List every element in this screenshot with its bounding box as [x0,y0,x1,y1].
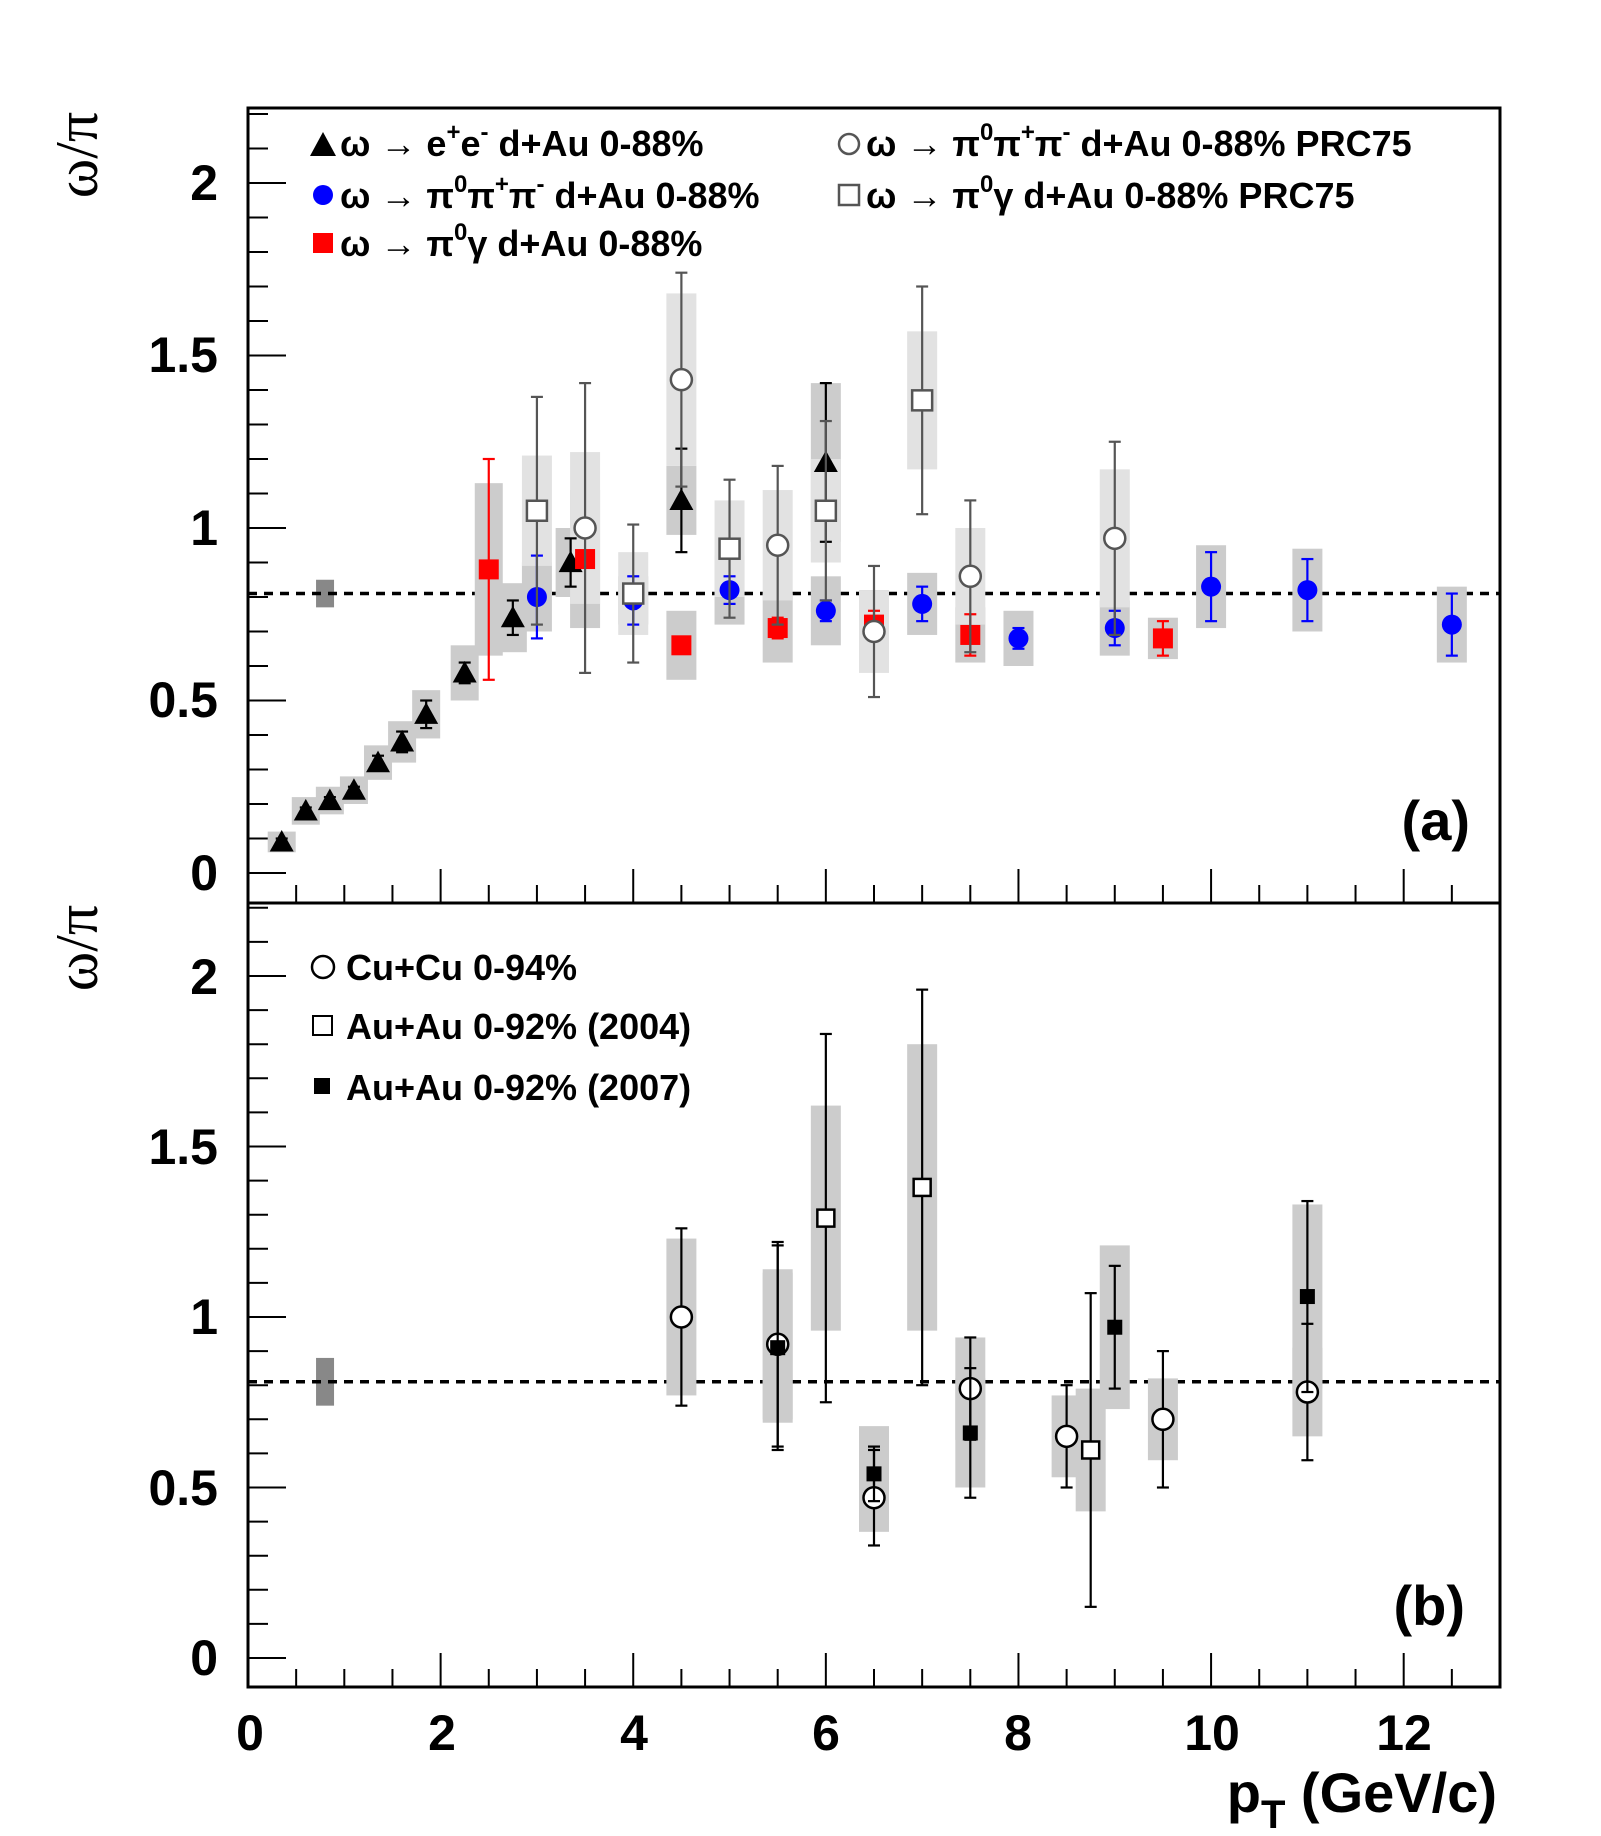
panel-a-y-tick-label: 1 [190,500,218,556]
data-point-triangle [366,750,391,773]
data-point-open-circle [573,516,597,540]
data-point-open-square [1080,1440,1101,1460]
data-point-square [1152,628,1173,649]
panel-a-plot [248,113,1500,903]
legend-entry-auau2007-label: Au+Au 0-92% (2007) [346,1067,691,1108]
panel-a-legend: ω → e+e- d+Au 0-88% ω → π0π+π- d+Au 0-88… [310,119,1412,264]
x-axis-title: pT (GeV/c) [1227,1761,1497,1836]
data-point-triangle [269,829,294,852]
data-point-square [1299,1289,1315,1305]
data-point-open-square [912,1177,932,1198]
legend-entry-auau2004-label: Au+Au 0-92% (2004) [346,1006,691,1047]
data-point-triangle [341,778,366,800]
panel-b-y-axis-title: ω/π [44,905,110,991]
panel-a-y-axis-title: ω/π [44,112,110,198]
x-tick-label: 10 [1184,1705,1240,1761]
data-point-open-circle [669,1305,694,1329]
data-point-open-circle [1054,1424,1079,1449]
legend-marker-red-square [313,233,333,253]
panel-a-y-tick-label: 1.5 [148,327,218,383]
legend-marker-filled-triangle [310,132,336,156]
panel-b-legend: Cu+Cu 0-94% Au+Au 0-92% (2004) Au+Au 0-9… [310,947,691,1108]
data-point-circle [912,593,933,614]
legend-marker-open-circle [310,954,336,980]
panel-b-y-tick-label: 1 [190,1289,218,1345]
data-point-circle [1297,580,1318,601]
data-point-square [767,618,788,639]
data-point-open-square [718,537,741,560]
legend-marker-blue-circle [313,185,333,205]
legend-marker-open-square [837,183,861,207]
data-point-open-circle [958,564,983,589]
data-point-square [770,1340,786,1356]
legend-entry-ee-label: ω → e+e- d+Au 0-88% [340,119,704,164]
data-point-open-square [621,582,645,605]
legend-entry-pi0gamma-prc75-label: ω → π0γ d+Au 0-88% PRC75 [866,171,1355,216]
data-point-triangle [293,798,318,821]
panel-b-y-tick-label: 0.5 [148,1460,218,1516]
legend-entry-cucu-label: Cu+Cu 0-94% [346,947,577,988]
x-tick-label: 2 [428,1705,456,1761]
x-tick-label: 4 [620,1705,648,1761]
reference-uncertainty-box [316,579,335,608]
data-point-square [1107,1319,1123,1335]
data-point-open-circle [765,533,790,557]
data-point-open-circle [1103,526,1127,551]
legend-entry-pi0gamma-label: ω → π0γ d+Au 0-88% [340,219,702,264]
panel-b-y-tick-label: 0 [190,1630,218,1686]
data-point-open-circle [669,367,694,392]
legend-entry-3pi-prc75-label: ω → π0π+π- d+Au 0-88% PRC75 [866,119,1412,164]
data-point-circle [1201,576,1222,597]
panel-a-y-tick-label: 2 [190,155,218,211]
data-point-triangle [452,660,477,683]
data-point-square [671,635,692,656]
data-point-open-square [910,389,934,412]
legend-marker-filled-square [314,1078,330,1094]
panel-a-label: (a) [1402,789,1470,852]
x-tick-label: 0 [236,1705,264,1761]
data-point-circle [1441,614,1462,635]
legend-marker-open-circle [837,132,861,156]
data-point-triangle [500,605,525,628]
data-point-open-square [814,499,838,522]
data-point-open-square [816,1208,836,1228]
panel-b-plot [248,906,1500,1687]
data-point-open-circle [1151,1407,1175,1432]
data-point-square [478,559,499,580]
legend-entry-3pi-label: ω → π0π+π- d+Au 0-88% [340,171,760,216]
data-point-triangle [390,729,415,752]
reference-uncertainty-box [316,1357,335,1406]
data-point-open-square [525,499,549,522]
panel-b-label: (b) [1393,1574,1465,1637]
panel-b-y-tick-label: 1.5 [148,1119,218,1175]
x-tick-label: 12 [1376,1705,1432,1761]
panel-a-y-tick-label: 0 [190,845,218,901]
data-point-triangle [669,488,694,510]
data-point-triangle [317,788,342,811]
data-point-circle [1008,628,1029,649]
panel-b-y-tick-label: 2 [190,949,218,1005]
data-point-square [962,1425,978,1441]
panel-a-y-tick-label: 0.5 [148,672,218,728]
x-tick-label: 8 [1004,1705,1032,1761]
data-point-circle [815,600,836,621]
data-point-square [866,1466,882,1482]
data-point-triangle [414,702,439,724]
legend-marker-open-square [312,1015,333,1036]
data-point-open-circle [862,619,886,644]
x-tick-label: 6 [812,1705,840,1761]
